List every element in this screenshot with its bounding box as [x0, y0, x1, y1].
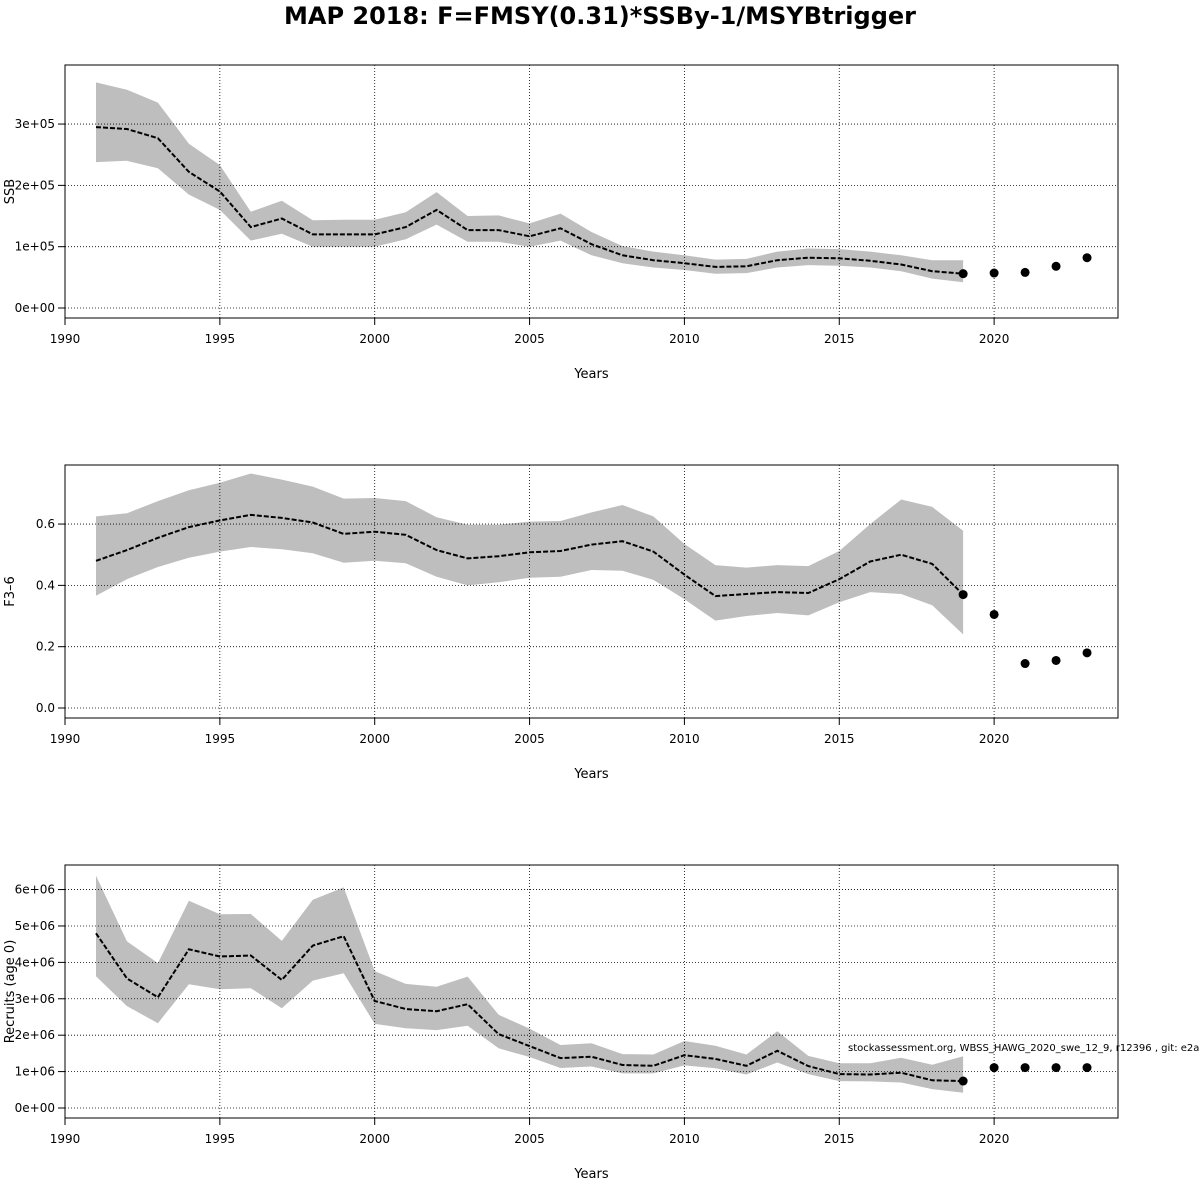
plot-frame	[64, 864, 1119, 1119]
plot-frame	[64, 64, 1119, 319]
forecast-point	[958, 269, 968, 279]
forecast-point	[1020, 267, 1030, 277]
forecast-point	[1082, 1063, 1092, 1073]
x-tick-label: 2005	[514, 732, 545, 746]
x-tick-label: 1995	[205, 332, 236, 346]
y-tick-label: 2e+06	[15, 1028, 55, 1042]
forecast-point	[1082, 648, 1092, 658]
x-tick-label: 2000	[359, 1132, 390, 1146]
y-tick-label: 2e+05	[15, 178, 55, 192]
x-tick-label: 2000	[359, 332, 390, 346]
x-axis-label: Years	[573, 767, 609, 782]
x-axis-label: Years	[573, 1167, 609, 1182]
y-axis-label: Recruits (age 0)	[3, 940, 18, 1044]
y-tick-label: 0.0	[36, 701, 55, 715]
y-tick-label: 0.4	[36, 578, 55, 592]
x-tick-label: 1995	[205, 1132, 236, 1146]
y-tick-label: 1e+06	[15, 1065, 55, 1079]
panel-recruitment: 1990 1995 2000 2005 2010 2015 2020 0e+00 1e+06 2e…	[3, 864, 1119, 1182]
forecast-point	[1051, 261, 1061, 271]
y-tick-label: 0.2	[36, 640, 55, 654]
plot-frame	[64, 464, 1119, 719]
panel-ssb: 1990 1995 2000 2005 2010 2015 2020 0e+00 1e+05 2e…	[3, 64, 1119, 382]
forecast-point	[1082, 253, 1092, 263]
y-tick-label: 0e+00	[15, 301, 55, 315]
x-tick-label: 2005	[514, 1132, 545, 1146]
confidence-band	[96, 82, 964, 283]
x-tick-label: 2015	[824, 1132, 855, 1146]
x-tick-label: 2010	[669, 332, 700, 346]
confidence-band	[96, 875, 964, 1093]
forecast-point	[1051, 1063, 1061, 1073]
forecast-point	[1020, 659, 1030, 669]
forecast-point	[958, 590, 968, 600]
footnote: stockassessment.org, WBSS_HAWG_2020_swe_…	[848, 1043, 1200, 1054]
x-tick-label: 1990	[50, 332, 81, 346]
forecast-point	[958, 1076, 968, 1086]
estimate-line	[95, 513, 964, 598]
x-tick-label: 1995	[205, 732, 236, 746]
confidence-band	[96, 473, 964, 635]
x-tick-label: 1990	[50, 732, 81, 746]
y-tick-label: 4e+06	[15, 955, 55, 969]
x-tick-label: 2020	[979, 732, 1010, 746]
panel-fbar: 1990 1995 2000 2005 2010 2015 2020 0.0 0.2 0.4 0.6…	[3, 464, 1119, 782]
y-tick-label: 0.6	[36, 517, 55, 531]
x-tick-label: 2020	[979, 332, 1010, 346]
x-tick-label: 2010	[669, 732, 700, 746]
forecast-point	[1051, 655, 1061, 665]
y-tick-label: 0e+00	[15, 1101, 55, 1115]
y-axis-label: SSB	[3, 179, 18, 204]
x-tick-label: 2010	[669, 1132, 700, 1146]
forecast-point	[989, 609, 999, 619]
y-tick-label: 3e+05	[15, 117, 55, 131]
x-tick-label: 1990	[50, 1132, 81, 1146]
forecast-point	[989, 1063, 999, 1073]
chart-title: MAP 2018: F=FMSY(0.31)*SSBy-1/MSYBtrigge…	[283, 2, 916, 30]
x-tick-label: 2005	[514, 332, 545, 346]
forecast-point	[989, 268, 999, 278]
y-tick-label: 1e+05	[15, 240, 55, 254]
y-tick-label: 6e+06	[15, 883, 55, 897]
x-tick-label: 2015	[824, 732, 855, 746]
estimate-line	[95, 932, 964, 1083]
x-tick-label: 2015	[824, 332, 855, 346]
y-tick-label: 5e+06	[15, 919, 55, 933]
y-tick-label: 3e+06	[15, 992, 55, 1006]
forecast-point	[1020, 1063, 1030, 1073]
estimate-line	[95, 126, 964, 275]
x-tick-label: 2000	[359, 732, 390, 746]
x-axis-label: Years	[573, 367, 609, 382]
y-axis-label: F3–6	[3, 576, 18, 607]
x-tick-label: 2020	[979, 1132, 1010, 1146]
